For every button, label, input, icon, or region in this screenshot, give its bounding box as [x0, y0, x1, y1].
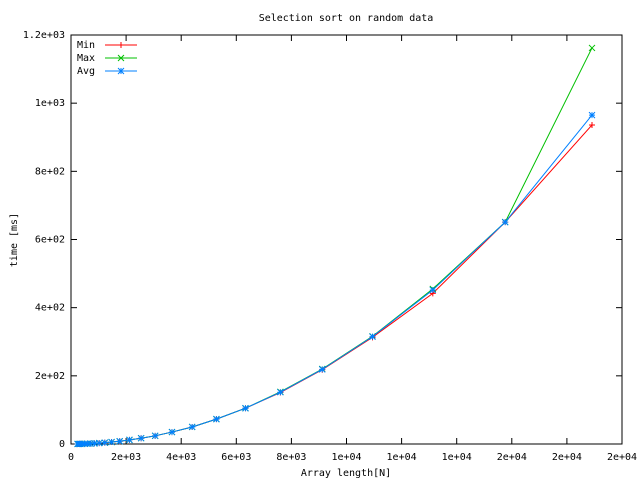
y-tick-label: 4e+02	[35, 303, 65, 314]
legend-label: Max	[77, 53, 95, 64]
data-point	[151, 432, 159, 440]
data-point	[116, 437, 124, 445]
data-point	[188, 423, 196, 431]
data-point	[108, 438, 115, 446]
x-tick-label: 8e+03	[276, 452, 306, 463]
data-point	[87, 440, 94, 447]
legend-marker	[117, 67, 125, 75]
data-point	[501, 218, 509, 226]
x-tick-label: 6e+03	[221, 452, 251, 463]
data-point	[213, 415, 220, 423]
data-point	[277, 388, 284, 396]
x-tick-label: 2e+04	[552, 452, 582, 463]
data-point	[318, 366, 326, 373]
data-point	[83, 440, 91, 448]
x-tick-label: 2e+04	[497, 452, 527, 463]
data-point	[588, 121, 595, 128]
legend-label: Avg	[77, 66, 95, 77]
plot-border	[70, 34, 623, 445]
y-tick-label: 0	[59, 439, 65, 450]
data-point	[588, 111, 596, 119]
data-point	[101, 439, 109, 447]
data-point	[126, 436, 133, 444]
data-point	[588, 44, 596, 52]
x-tick-label: 4e+03	[166, 452, 196, 463]
data-point	[369, 333, 376, 340]
legend-label: Min	[77, 40, 95, 51]
chart-title: Selection sort on random data	[259, 13, 434, 24]
legend-marker	[117, 54, 125, 62]
data-point	[168, 428, 176, 436]
y-tick-label: 6e+02	[35, 235, 65, 246]
y-axis-label: time [ms]	[9, 213, 20, 267]
data-point	[137, 434, 145, 442]
data-point	[91, 439, 98, 447]
x-tick-label: 0	[68, 452, 74, 463]
legend-marker	[118, 42, 124, 48]
x-tick-label: 1e+04	[331, 452, 361, 463]
y-tick-label: 1.2e+03	[23, 30, 65, 41]
y-tick-label: 1e+03	[35, 98, 65, 109]
x-tick-label: 2e+03	[111, 452, 141, 463]
x-axis-label: Array length[N]	[301, 468, 391, 479]
x-tick-label: 2e+04	[607, 452, 637, 463]
data-point	[242, 404, 249, 412]
data-point	[429, 286, 437, 294]
x-tick-label: 1e+04	[387, 452, 417, 463]
x-tick-label: 1e+04	[442, 452, 472, 463]
y-tick-label: 2e+02	[35, 371, 65, 382]
data-point	[95, 439, 103, 447]
y-tick-label: 8e+02	[35, 166, 65, 177]
